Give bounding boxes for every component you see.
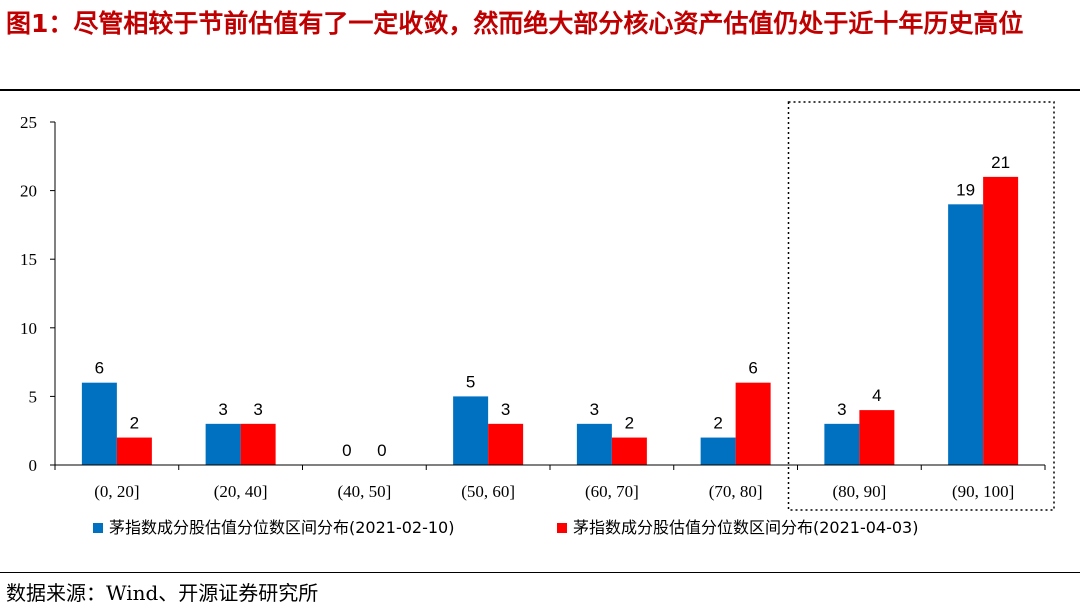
bar — [983, 176, 1019, 465]
data-label: 3 — [218, 400, 227, 419]
source-divider — [0, 572, 1080, 573]
data-label: 3 — [501, 400, 510, 419]
legend-label: 茅指数成分股估值分位数区间分布(2021-02-10) — [109, 518, 454, 537]
legend: 茅指数成分股估值分位数区间分布(2021-02-10) 茅指数成分股估值分位数区间… — [93, 518, 918, 537]
bar — [735, 382, 771, 465]
bars — [81, 176, 1019, 465]
y-axis: 0 5 10 15 20 25 — [20, 113, 56, 475]
figure-title: 图1：尽管相较于节前估值有了一定收敛，然而绝大部分核心资产估值仍处于近十年历史高… — [6, 9, 1024, 38]
bar — [205, 423, 241, 465]
y-tick-label: 15 — [20, 250, 37, 269]
x-tick-label: (40, 50] — [337, 482, 391, 501]
bar — [488, 423, 524, 465]
y-tick-label: 25 — [20, 113, 37, 132]
data-label: 3 — [837, 400, 846, 419]
data-label: 0 — [342, 441, 351, 460]
x-tick-label: (20, 40] — [214, 482, 268, 501]
source-note: 数据来源：Wind、开源证券研究所 — [6, 581, 319, 605]
title-divider — [0, 89, 1080, 91]
y-tick-label: 0 — [29, 456, 38, 475]
legend-label: 茅指数成分股估值分位数区间分布(2021-04-03) — [573, 518, 918, 537]
x-tick-label: (90, 100] — [952, 482, 1014, 501]
y-tick-label: 5 — [29, 387, 38, 406]
bar — [576, 423, 612, 465]
x-axis: (0, 20] (20, 40] (40, 50] (50, 60] (60, 70] (… — [54, 464, 1046, 501]
bar — [453, 396, 489, 465]
bar-chart: 0 5 10 15 20 25 6 2 3 3 0 0 5 3 3 2 2 6 3 4 19 21 (0, 20] (20… — [20, 101, 1055, 537]
bar — [859, 410, 895, 465]
legend-swatch — [93, 523, 103, 533]
x-tick-label: (60, 70] — [585, 482, 639, 501]
x-tick-label: (80, 90] — [832, 482, 886, 501]
data-label: 5 — [466, 372, 475, 391]
data-label: 6 — [95, 359, 104, 378]
x-tick-label: (0, 20] — [94, 482, 139, 501]
bar — [948, 204, 984, 465]
x-tick-label: (50, 60] — [461, 482, 515, 501]
highlight-box — [787, 101, 1055, 511]
data-label: 3 — [590, 400, 599, 419]
bar — [81, 382, 117, 465]
data-label: 2 — [130, 414, 139, 433]
data-label: 19 — [956, 180, 975, 199]
data-labels: 6 2 3 3 0 0 5 3 3 2 2 6 3 4 19 21 — [95, 153, 1010, 460]
y-tick-label: 10 — [20, 319, 37, 338]
y-tick-label: 20 — [20, 182, 37, 201]
data-label: 6 — [748, 359, 757, 378]
data-label: 2 — [625, 414, 634, 433]
bar — [700, 437, 736, 465]
data-label: 3 — [253, 400, 262, 419]
x-tick-label: (70, 80] — [709, 482, 763, 501]
data-label: 21 — [991, 153, 1010, 172]
legend-swatch — [557, 523, 567, 533]
bar — [824, 423, 860, 465]
bar — [116, 437, 152, 465]
data-label: 0 — [377, 441, 386, 460]
bar — [611, 437, 647, 465]
data-label: 2 — [713, 414, 722, 433]
bar — [240, 423, 276, 465]
data-label: 4 — [872, 386, 881, 405]
